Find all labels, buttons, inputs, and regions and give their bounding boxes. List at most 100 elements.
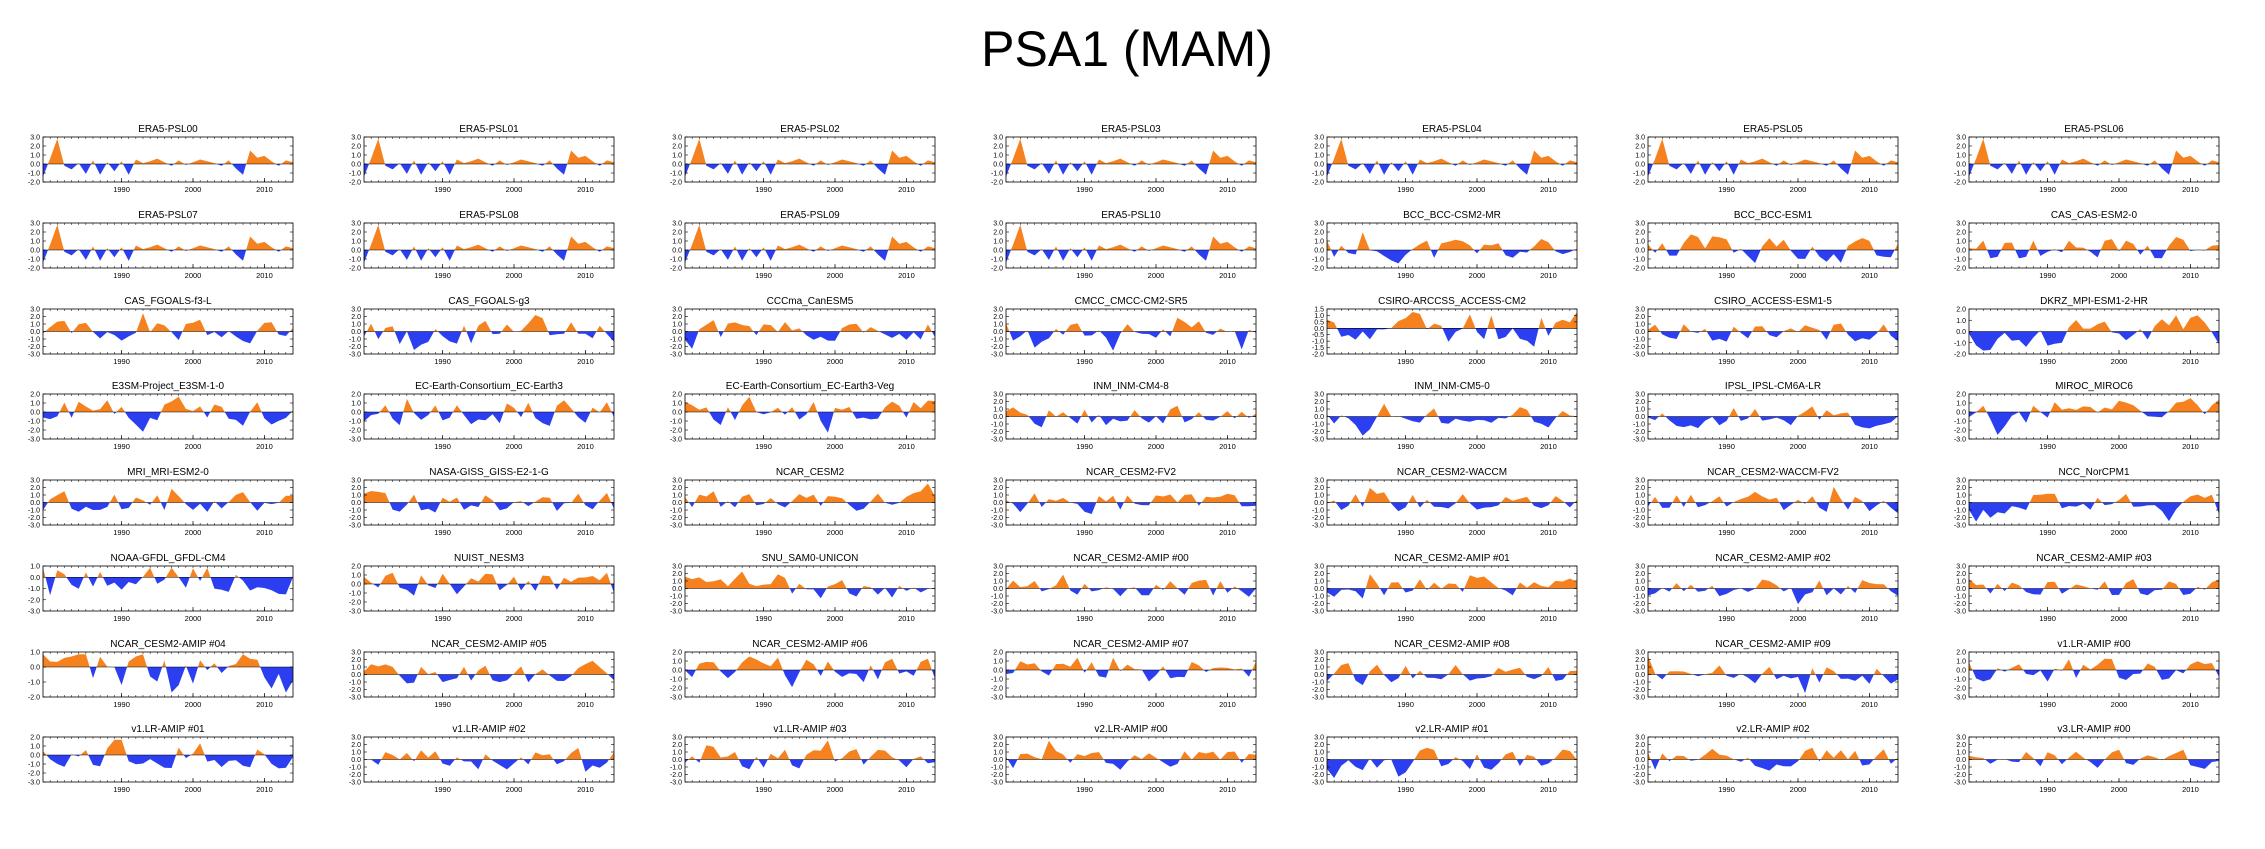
y-tick-label: 0.0 [993, 248, 1003, 255]
panel-title: NUIST_NESM3 [454, 553, 524, 564]
y-tick-label: 1.5 [1314, 307, 1324, 314]
panel: CMCC_CMCC-CM2-SR5 3.02.01.00.0-1.0-2.0-3.… [991, 296, 1257, 366]
x-tick-label: 1990 [755, 185, 772, 194]
y-tick-label: 3.0 [1635, 478, 1645, 485]
panel: v1.LR-AMIP #00 2.0 1.0 0.0 -1.0 -2.0 -3.0 1990 2… [1954, 639, 2220, 709]
x-tick-label: 1990 [1076, 357, 1093, 366]
y-tick-label: 2.0 [993, 144, 1003, 151]
plot-frame [1326, 222, 1578, 269]
x-tick-label: 1990 [1718, 442, 1735, 451]
x-tick-label: 2000 [2111, 271, 2128, 280]
y-tick-label: 0.0 [672, 410, 682, 417]
y-tick-label: 1.0 [30, 153, 40, 160]
panel: MIROC_MIROC6 2.0 1.0 0.0 -1.0 -2.0 -3.0 1990 200… [1954, 381, 2220, 451]
panel: NCAR_CESM2-AMIP #03 3.02.01.00.0-1.0-2.0-… [1954, 553, 2220, 623]
y-tick-label: 2.0 [351, 314, 361, 321]
x-tick-label: 1990 [113, 442, 130, 451]
panel-title: BCC_BCC-ESM1 [1734, 210, 1813, 221]
negative-area [1969, 412, 2219, 435]
x-tick-label: 2000 [827, 357, 844, 366]
x-tick-label: 2000 [2111, 614, 2128, 623]
y-tick-label: -1.0 [349, 337, 361, 344]
y-tick-label: -1.0 [1633, 422, 1645, 429]
panel: DKRZ_MPI-ESM1-2-HR 2.0 1.0 0.0 -1.0 -2.0 1990 2… [1954, 296, 2220, 366]
y-tick-label: 2.0 [672, 144, 682, 151]
y-tick-label: 0.0 [30, 753, 40, 760]
y-tick-label: 2.0 [1314, 485, 1324, 492]
y-tick-label: 0.0 [1314, 672, 1324, 679]
x-tick-label: 2000 [1148, 271, 1165, 280]
y-tick-label: -2.0 [28, 597, 40, 604]
negative-area [685, 670, 935, 688]
negative-area [364, 412, 614, 426]
x-tick-label: 2000 [1148, 528, 1165, 537]
x-tick-label: 1990 [1718, 185, 1735, 194]
positive-area [364, 315, 614, 332]
panel-title: INM_INM-CM4-8 [1093, 381, 1169, 392]
y-tick-label: 2.0 [1314, 230, 1324, 237]
x-tick-label: 2000 [185, 185, 202, 194]
y-tick-label: -3.0 [28, 437, 40, 444]
x-tick-label: 2000 [1469, 357, 1486, 366]
y-tick-label: 3.0 [30, 478, 40, 485]
y-tick-label: -2.0 [349, 344, 361, 351]
positive-area [1648, 234, 1898, 250]
panel: ERA5-PSL07 3.0 2.0 1.0 0.0 -1.0 -2.0 1990 2000 20… [28, 210, 294, 280]
panel: CSIRO-ARCCSS_ACCESS-CM21.51.00.50.0-0.5-… [1312, 296, 1578, 366]
negative-area [1969, 588, 2219, 596]
x-tick-label: 2000 [1790, 442, 1807, 451]
y-tick-label: -3.0 [349, 609, 361, 616]
y-tick-label: -1.0 [991, 594, 1003, 601]
negative-area [43, 331, 293, 344]
y-tick-label: -1.0 [28, 508, 40, 515]
panel-title: NCAR_CESM2-FV2 [1086, 467, 1176, 478]
x-tick-label: 2010 [1219, 614, 1236, 623]
panel: SNU_SAM0-UNICON 3.02.01.00.0-1.0-2.0-3.0 1… [670, 553, 936, 623]
y-tick-label: 2.0 [351, 742, 361, 749]
panel: IPSL_IPSL-CM6A-LR 3.02.01.00.0-1.0-2.0-3.… [1633, 381, 1899, 451]
panel-title: EC-Earth-Consortium_EC-Earth3 [415, 381, 563, 392]
positive-area [364, 224, 614, 250]
y-tick-label: -1.0 [349, 171, 361, 178]
y-tick-label: 3.0 [672, 135, 682, 142]
y-tick-label: 0.0 [30, 329, 40, 336]
panel-title: ERA5-PSL07 [138, 210, 198, 221]
y-tick-label: -1.0 [991, 171, 1003, 178]
x-tick-label: 2010 [1219, 271, 1236, 280]
negative-area [1969, 670, 2219, 682]
plot-frame [684, 651, 936, 698]
positive-area [1327, 487, 1577, 503]
x-tick-label: 1990 [755, 271, 772, 280]
panel: NCAR_CESM2-WACCM-FV2 3.02.01.00.0-1.0-2.0… [1633, 467, 1899, 537]
positive-area [1969, 579, 2219, 589]
plot-frame [1005, 222, 1257, 269]
panel-title: SNU_SAM0-UNICON [762, 553, 859, 564]
y-tick-label: -2.0 [1633, 344, 1645, 351]
panel-title: NCAR_CESM2-AMIP #09 [1715, 639, 1831, 650]
x-tick-label: 2010 [256, 528, 273, 537]
panel: BCC_BCC-CSM2-MR 3.0 2.0 1.0 0.0 -1.0 -2.0 1990 2… [1312, 210, 1578, 280]
y-tick-label: 2.0 [351, 144, 361, 151]
y-tick-label: -2.0 [991, 686, 1003, 693]
panel-title: ERA5-PSL03 [1101, 124, 1161, 135]
x-tick-label: 1990 [1076, 528, 1093, 537]
y-tick-label: -2.0 [991, 601, 1003, 608]
y-tick-label: 1.0 [1314, 665, 1324, 672]
x-tick-label: 2000 [506, 700, 523, 709]
panel-title: ERA5-PSL00 [138, 124, 198, 135]
y-tick-label: 0.0 [1956, 410, 1966, 417]
y-tick-label: -1.0 [670, 508, 682, 515]
negative-area [1006, 416, 1256, 428]
positive-area [1327, 403, 1577, 417]
y-tick-label: -3.0 [1954, 695, 1966, 702]
y-tick-label: 0.0 [351, 410, 361, 417]
y-tick-label: 0.0 [351, 757, 361, 764]
x-tick-label: 2000 [185, 357, 202, 366]
positive-area [43, 224, 293, 250]
y-tick-label: -2.0 [1954, 428, 1966, 435]
x-tick-label: 2010 [256, 442, 273, 451]
y-tick-label: -2.0 [1633, 180, 1645, 187]
negative-area [364, 674, 614, 684]
y-tick-label: 2.0 [1956, 144, 1966, 151]
panel-title: NOAA-GFDL_GFDL-CM4 [110, 553, 225, 564]
